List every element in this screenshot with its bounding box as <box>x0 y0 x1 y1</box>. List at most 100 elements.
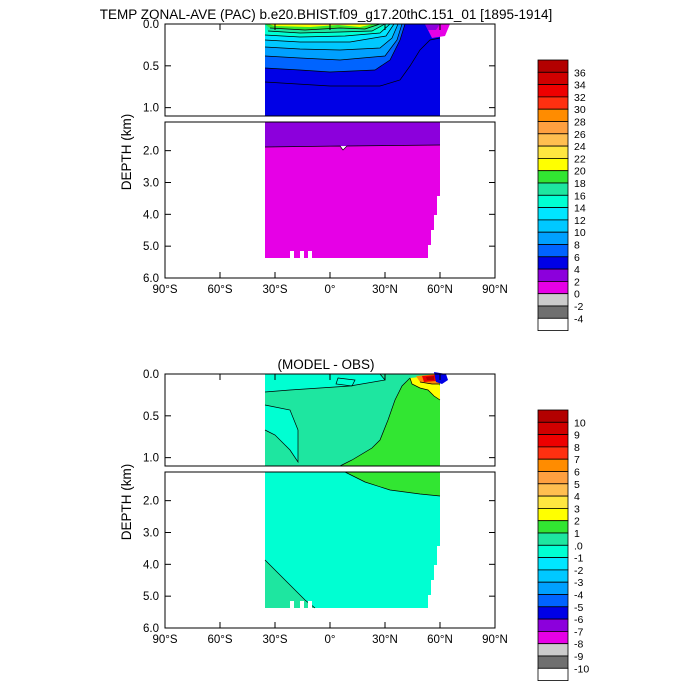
difference-latitude-ticks: 90°S 60°S 30°S 0° 30°N 60°N 90°N <box>152 374 508 646</box>
difference-colorbar-swatch <box>537 606 569 620</box>
temperature-lower-y-tick-label: 4.0 <box>143 209 159 221</box>
difference-x-tick-label: 90°S <box>152 634 177 646</box>
difference-colorbar-swatch <box>537 446 569 460</box>
difference-colorbar-swatch <box>537 594 569 608</box>
temperature-colorbar-swatch <box>537 170 569 184</box>
difference-colorbar-swatch <box>537 618 569 632</box>
temperature-colorbar-swatch <box>537 219 569 233</box>
temperature-colorbar-label: 18 <box>574 178 586 190</box>
temperature-colorbar-label: 6 <box>574 252 580 264</box>
temperature-colorbar-swatch <box>537 59 569 73</box>
temperature-colorbar-swatch <box>537 317 569 331</box>
difference-colorbar-swatch <box>537 569 569 583</box>
difference-lower-y-tick-label: 4.0 <box>143 559 159 571</box>
temperature-upper-depth-ticks: 0.0 0.5 1.0 <box>143 19 495 115</box>
temperature-colorbar-label: 16 <box>574 190 586 202</box>
temperature-colorbar-swatch <box>537 108 569 122</box>
difference-colorbar-label: -5 <box>574 602 583 614</box>
difference-upper-y-tick-label: 0.5 <box>143 411 159 423</box>
temperature-colorbar-label: 12 <box>574 215 586 227</box>
difference-panel: (MODEL - OBS) <box>119 357 589 681</box>
difference-colorbar-swatch <box>537 434 569 448</box>
difference-colorbar-swatch <box>537 532 569 546</box>
difference-lower-y-tick-label: 5.0 <box>143 591 159 603</box>
temperature-colorbar-swatch <box>537 157 569 172</box>
temperature-x-tick-label: 90°S <box>152 284 177 296</box>
difference-colorbar-swatch <box>537 495 569 509</box>
difference-colorbar-swatch <box>537 507 569 522</box>
difference-colorbar-swatch <box>537 557 569 571</box>
temperature-colorbar-label: -4 <box>574 313 583 325</box>
difference-colorbar-swatch <box>537 471 569 485</box>
difference-colorbar-label: 8 <box>574 442 580 454</box>
temperature-colorbar-swatch <box>537 145 569 159</box>
temperature-upper-field <box>264 23 450 116</box>
difference-x-tick-label: 30°N <box>372 634 398 646</box>
temperature-colorbar-swatch <box>537 71 569 86</box>
difference-colorbar-label: -1 <box>574 553 583 565</box>
temperature-colorbar-swatch <box>537 84 569 98</box>
difference-colorbar-label: 4 <box>574 491 580 503</box>
temperature-colorbar-label: 26 <box>574 129 586 141</box>
temperature-colorbar-label: 36 <box>574 67 586 79</box>
temperature-x-tick-label: 30°N <box>372 284 398 296</box>
difference-colorbar-label: -2 <box>574 565 583 577</box>
difference-colorbar-label: 9 <box>574 430 580 442</box>
temperature-lower-y-tick-label: 5.0 <box>143 241 159 253</box>
temperature-title: TEMP ZONAL-AVE (PAC) b.e20.BHIST.f09_g17… <box>100 7 553 22</box>
difference-colorbar-label: -9 <box>574 651 583 663</box>
difference-upper-y-tick-label: 0.0 <box>143 369 159 381</box>
difference-colorbar-swatch <box>537 643 569 657</box>
temperature-colorbar-label: 24 <box>574 141 586 153</box>
temperature-colorbar-swatch <box>537 121 569 135</box>
temperature-y-axis-label: DEPTH (km) <box>119 114 134 191</box>
difference-upper-field <box>264 372 448 467</box>
temperature-x-tick-label: 60°N <box>427 284 453 296</box>
temperature-x-tick-label: 60°S <box>207 284 232 296</box>
difference-colorbar-label: 1 <box>574 528 580 540</box>
difference-colorbar-label: -4 <box>574 590 583 602</box>
temperature-colorbar-label: 22 <box>574 153 586 165</box>
temperature-panel: TEMP ZONAL-AVE (PAC) b.e20.BHIST.f09_g17… <box>100 7 586 331</box>
difference-x-tick-label: 0° <box>325 634 336 646</box>
temperature-colorbar-swatch <box>537 231 569 245</box>
temperature-colorbar-label: 34 <box>574 80 586 92</box>
difference-colorbar-label: -10 <box>574 663 589 675</box>
difference-upper-y-tick-label: 1.0 <box>143 453 159 465</box>
difference-lower-field <box>264 471 441 609</box>
temperature-x-tick-label: 90°N <box>482 284 508 296</box>
temperature-colorbar-label: 0 <box>574 289 580 301</box>
difference-colorbar-swatch <box>537 421 569 435</box>
temperature-upper-y-tick-label: 0.5 <box>143 61 159 73</box>
temperature-colorbar-label: 4 <box>574 264 580 276</box>
difference-colorbar-label: -6 <box>574 614 583 626</box>
difference-colorbar-swatch <box>537 544 569 558</box>
temperature-colorbar-swatch <box>537 293 569 307</box>
temperature-x-tick-label: 0° <box>325 284 336 296</box>
difference-colorbar-swatch <box>537 581 569 595</box>
difference-colorbar-label: 6 <box>574 467 580 479</box>
temperature-colorbar-label: -2 <box>574 301 583 313</box>
difference-colorbar-label: 10 <box>574 417 586 429</box>
difference-colorbar-swatch <box>537 409 569 423</box>
temperature-colorbar-label: 8 <box>574 240 580 252</box>
temperature-colorbar-label: 20 <box>574 166 586 178</box>
temperature-lower-field <box>264 122 441 258</box>
difference-colorbar-label: -7 <box>574 626 583 638</box>
temperature-colorbar-swatch <box>537 207 569 221</box>
temperature-colorbar-swatch <box>537 256 569 270</box>
difference-x-tick-label: 30°S <box>262 634 287 646</box>
temperature-upper-y-tick-label: 1.0 <box>143 103 159 115</box>
difference-colorbar-swatch <box>537 667 569 681</box>
temperature-colorbar-label: 14 <box>574 203 586 215</box>
temperature-colorbar-swatch <box>537 182 569 196</box>
difference-lower-depth-ticks: 2.0 3.0 4.0 5.0 6.0 <box>143 496 495 635</box>
difference-colorbar-swatch <box>537 458 569 472</box>
temperature-colorbar-swatch <box>537 244 569 258</box>
difference-x-tick-label: 90°N <box>482 634 508 646</box>
difference-lower-y-tick-label: 6.0 <box>143 623 159 635</box>
temperature-lower-depth-ticks: 2.0 3.0 4.0 5.0 6.0 <box>143 146 495 285</box>
temperature-colorbar-label: 2 <box>574 276 580 288</box>
